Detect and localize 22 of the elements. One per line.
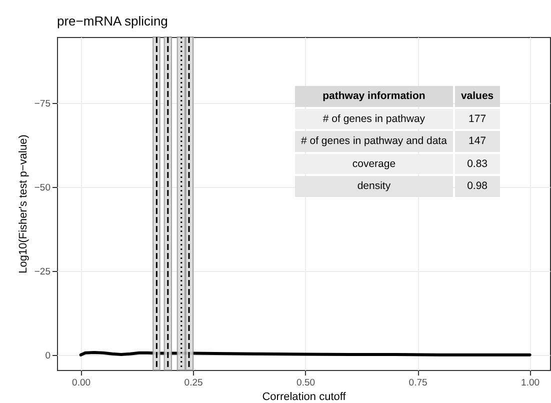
y-tick-label: −50 [34,182,50,194]
annotation: # of genes in pathway [295,108,453,129]
x-tick-label: 0.50 [296,378,316,388]
x-axis-title: Correlation cutoff [262,391,347,403]
chart-title: pre−mRNA splicing [57,13,168,28]
x-tick-label: 0.25 [184,378,203,388]
x-tick-label: 0.00 [72,378,91,388]
annotation: pathway information [295,86,453,106]
y-tick-label: 0 [45,350,50,362]
y-axis-title: Log10(Fisher's test p−value) [17,134,30,274]
annotation: 147 [454,131,500,152]
annotation: 177 [454,108,500,129]
y-tick-label: −25 [34,266,50,278]
annotation: coverage [295,154,453,174]
annotation: values [454,86,500,106]
x-tick-label: 1.00 [521,378,540,388]
x-tick-label: 0.75 [408,378,428,388]
annotation: density [295,176,453,196]
y-tick-label: −75 [34,98,50,110]
annotation: 0.83 [454,154,500,174]
annotation: # of genes in pathway and data [295,131,453,152]
annotation: 0.98 [454,176,500,196]
